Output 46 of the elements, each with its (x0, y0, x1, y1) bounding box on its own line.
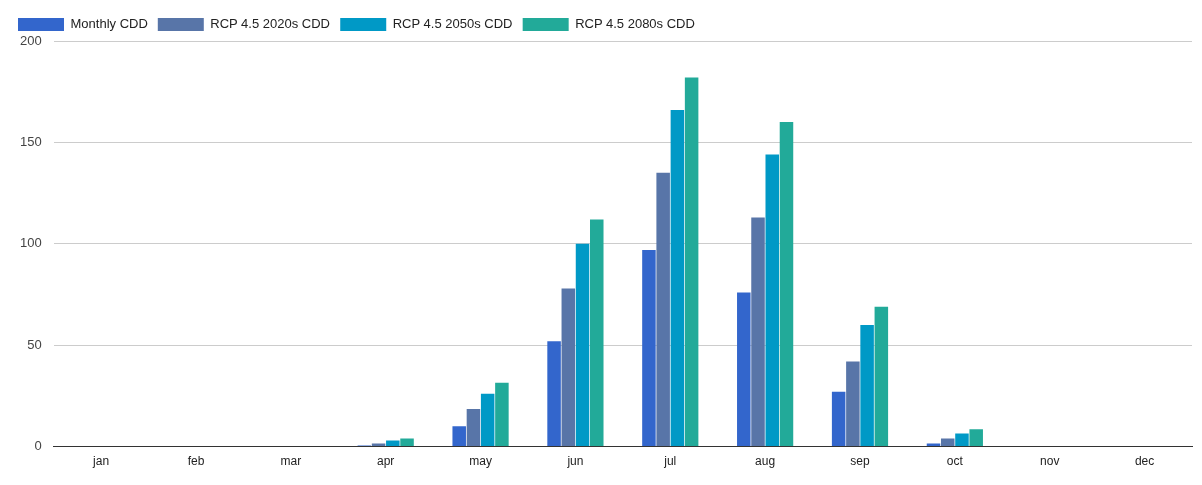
legend-label: Monthly CDD (70, 16, 148, 32)
bar (670, 109, 685, 447)
bar (940, 438, 955, 447)
x-tick-label: sep (850, 454, 870, 469)
legend-label: RCP 4.5 2020s CDD (210, 16, 331, 32)
bar (684, 77, 699, 447)
bar (656, 172, 670, 447)
x-tick-label: jan (92, 454, 110, 469)
bar (874, 306, 889, 447)
x-tick-label: nov (1040, 454, 1060, 469)
bar (561, 288, 576, 447)
y-tick-label: 50 (27, 336, 42, 352)
bar (575, 243, 590, 447)
y-tick-label: 0 (34, 438, 42, 454)
bar (779, 122, 794, 447)
bar (590, 219, 604, 447)
legend-label: RCP 4.5 2080s CDD (575, 16, 695, 32)
bar (831, 391, 846, 447)
bar (846, 361, 860, 447)
bar (751, 217, 765, 447)
bar (400, 438, 414, 447)
bar (860, 324, 874, 447)
x-tick-label: oct (946, 454, 964, 469)
bar (466, 409, 481, 447)
y-tick-label: 200 (19, 32, 42, 48)
bar (547, 341, 561, 447)
bar (452, 426, 466, 447)
x-tick-label: dec (1134, 454, 1155, 469)
bar (386, 440, 400, 447)
x-tick-label: jul (663, 454, 677, 469)
x-tick-label: mar (280, 454, 302, 469)
x-tick-label: jun (566, 454, 584, 469)
legend-label: RCP 4.5 2050s CDD (392, 16, 513, 32)
x-tick-label: apr (377, 454, 395, 469)
bar (765, 154, 780, 447)
bar (955, 433, 969, 447)
y-tick-label: 150 (19, 133, 42, 149)
x-tick-label: feb (187, 454, 205, 469)
x-tick-label: aug (755, 454, 776, 469)
bar (969, 429, 983, 447)
x-tick-label: may (469, 454, 492, 469)
bar (480, 393, 495, 447)
y-tick-label: 100 (19, 235, 42, 251)
bar (495, 382, 509, 447)
bar (642, 249, 656, 447)
bar (737, 292, 751, 447)
